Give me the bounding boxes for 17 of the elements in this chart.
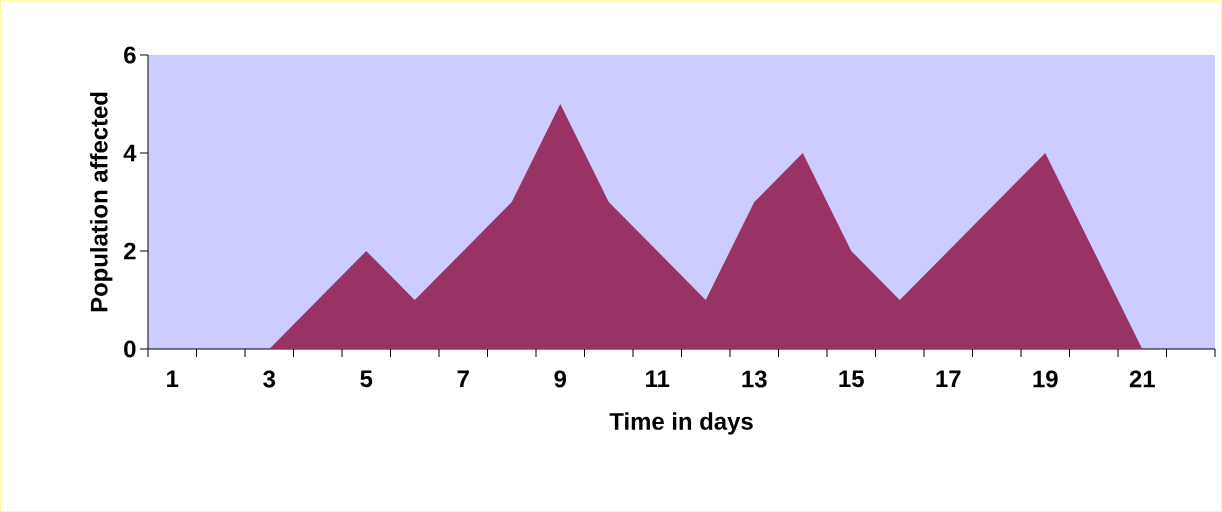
x-axis-title: Time in days — [609, 412, 753, 435]
x-tick-label: 21 — [1129, 370, 1155, 388]
x-tick-label: 5 — [360, 370, 373, 388]
x-tick-label: 7 — [457, 370, 469, 387]
x-tick-label: 9 — [554, 370, 567, 388]
x-tick-label: 13 — [742, 370, 767, 388]
y-tick-label: 4 — [123, 144, 137, 162]
x-tick-label: 19 — [1033, 370, 1058, 388]
x-tick-label: 3 — [263, 370, 276, 388]
x-tick-label: 15 — [839, 370, 864, 388]
x-tick-label: 11 — [646, 370, 670, 387]
y-tick-label: 2 — [124, 242, 136, 260]
y-tick-label: 6 — [124, 46, 136, 64]
y-tick-label: 0 — [124, 340, 136, 358]
x-tick-label: 1 — [167, 370, 179, 387]
x-tick-label: 17 — [936, 370, 961, 387]
y-axis-title: Population affected — [90, 92, 113, 312]
